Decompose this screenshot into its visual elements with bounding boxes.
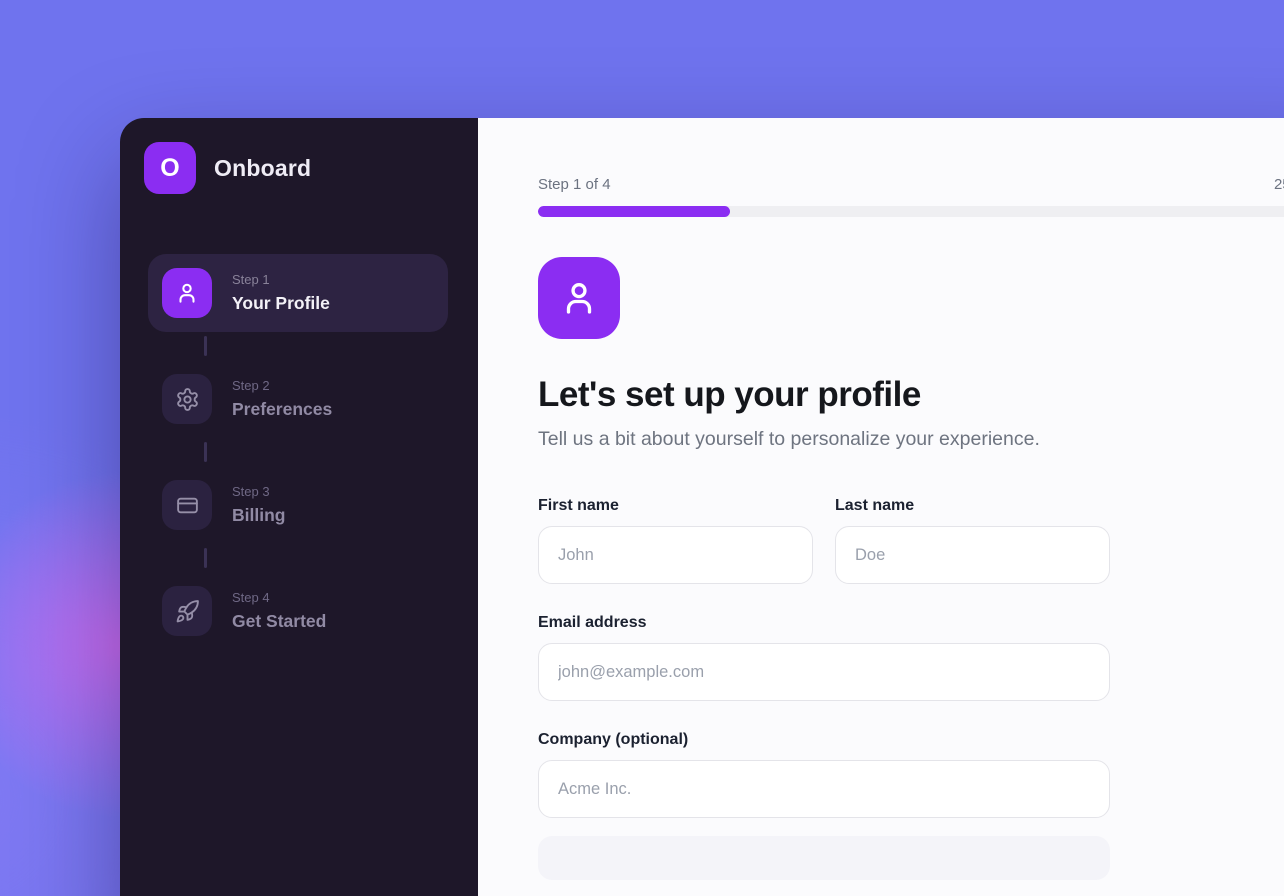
progress-header: Step 1 of 4 25% — [538, 176, 1284, 193]
app-logo-letter: O — [160, 153, 180, 182]
company-input[interactable] — [538, 760, 1110, 818]
step-eyebrow: Step 1 — [232, 272, 270, 287]
step-title: Your Profile — [232, 293, 330, 313]
step-connector-line — [204, 548, 207, 568]
step-eyebrow: Step 3 — [232, 484, 270, 499]
email-label: Email address — [538, 614, 647, 631]
settings-icon — [162, 374, 212, 424]
progress-bar-fill — [538, 206, 730, 217]
main-panel: Step 1 of 4 25% Let's set up your profil… — [478, 118, 1284, 896]
step-eyebrow: Step 4 — [232, 590, 270, 605]
brand: O Onboard — [144, 142, 450, 194]
page-title: Let's set up your profile — [538, 375, 921, 414]
last-name-input[interactable] — [835, 526, 1110, 584]
app-name: Onboard — [214, 154, 312, 181]
last-name-label: Last name — [835, 497, 915, 514]
credit-card-icon — [162, 480, 212, 530]
progress-percent-label: 25% — [1273, 176, 1284, 193]
first-name-input[interactable] — [538, 526, 813, 584]
progress-step-label: Step 1 of 4 — [538, 176, 611, 193]
continue-button-peek[interactable] — [538, 836, 1110, 880]
rocket-icon — [162, 586, 212, 636]
app-logo-icon: O — [144, 142, 196, 194]
step-connector-line — [204, 336, 207, 356]
onboarding-window: O Onboard Step 1 Your Profile — [120, 118, 1284, 896]
profile-hero-user-icon — [538, 257, 620, 339]
progress-bar — [538, 206, 1284, 217]
sidebar-item-step-3-billing[interactable]: Step 3 Billing — [148, 466, 448, 544]
step-title: Preferences — [232, 399, 333, 419]
first-name-label: First name — [538, 497, 619, 514]
step-title: Billing — [232, 505, 286, 525]
sidebar-item-step-1-your-profile[interactable]: Step 1 Your Profile — [148, 254, 448, 332]
step-title: Get Started — [232, 611, 327, 631]
sidebar-item-step-2-preferences[interactable]: Step 2 Preferences — [148, 360, 448, 438]
sidebar-item-step-4-get-started[interactable]: Step 4 Get Started — [148, 572, 448, 650]
page-subtitle: Tell us a bit about yourself to personal… — [538, 428, 1040, 450]
step-nav: Step 1 Your Profile Step 2 Preferences — [144, 254, 450, 650]
profile-form: First name Last name Email address Compa… — [538, 497, 1110, 880]
step-connector-line — [204, 442, 207, 462]
company-label: Company (optional) — [538, 731, 689, 748]
user-icon — [162, 268, 212, 318]
step-eyebrow: Step 2 — [232, 378, 270, 393]
email-input[interactable] — [538, 643, 1110, 701]
sidebar: O Onboard Step 1 Your Profile — [120, 118, 478, 896]
